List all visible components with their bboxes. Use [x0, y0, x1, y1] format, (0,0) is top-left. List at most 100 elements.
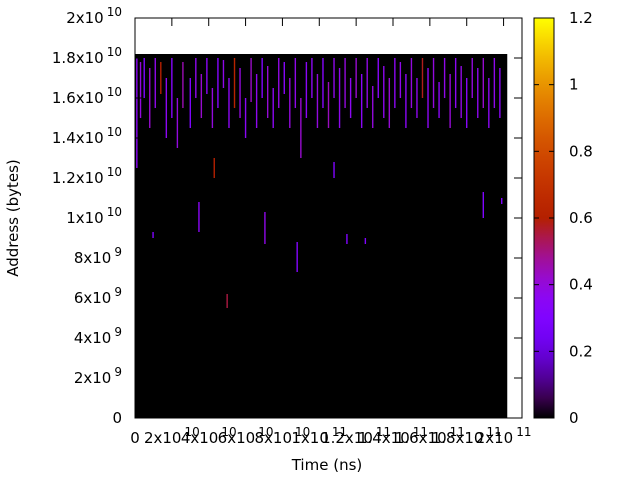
x-axis-label: Time (ns)	[291, 456, 363, 474]
heatmap-cell	[189, 78, 191, 128]
heatmap-cell	[143, 58, 145, 98]
y-tick-label-power: 9	[114, 325, 122, 339]
x-tick-label-power: 11	[516, 425, 531, 439]
heatmap-cell	[296, 242, 298, 272]
heatmap-cell	[165, 78, 168, 138]
y-tick-label-power: 10	[107, 45, 122, 59]
y-tick-label-power: 10	[107, 205, 122, 219]
heatmap-cell	[213, 158, 215, 178]
heatmap-cell	[305, 62, 308, 118]
heatmap-cell	[311, 58, 313, 98]
x-tick-label: 2x10 11	[476, 425, 532, 447]
y-tick-label-power: 10	[107, 165, 122, 179]
heatmap-cell	[226, 294, 228, 308]
heatmap-cell	[410, 58, 413, 108]
heatmap-cell	[255, 74, 258, 128]
heatmap-cell	[432, 58, 435, 108]
heatmap-cell	[466, 78, 468, 128]
x-tick-label-base: 1.8x10	[432, 429, 484, 447]
heatmap-cell	[139, 62, 142, 118]
y-tick-label-power: 10	[107, 5, 122, 19]
heatmap-cell	[501, 198, 503, 204]
heatmap-cell	[482, 58, 484, 108]
heatmap-cell	[200, 74, 203, 118]
heatmap-cell	[239, 68, 241, 118]
y-tick-label-base: 2x10	[66, 9, 104, 27]
y-tick-label-power: 9	[114, 245, 122, 259]
heatmap-cell	[377, 58, 379, 98]
heatmap-cell	[316, 74, 319, 128]
heatmap-cell	[355, 58, 357, 98]
x-tick-label-base: 2x10	[144, 429, 182, 447]
heatmap-cell	[261, 58, 263, 98]
y-tick-label-power: 10	[107, 125, 122, 139]
heatmap-cell	[327, 82, 330, 128]
y-tick-label: 1x10 10	[66, 205, 122, 227]
heatmap-cell	[416, 78, 418, 118]
x-tick-label-power: 10	[221, 425, 236, 439]
x-tick-label-power: 10	[184, 425, 199, 439]
heatmap-cell	[346, 234, 348, 244]
heatmap-cell	[477, 68, 479, 118]
y-tick-label-power: 10	[107, 85, 122, 99]
heatmap-cell	[360, 74, 363, 128]
heatmap-cell	[344, 58, 346, 108]
heatmap-cell	[154, 58, 156, 108]
heatmap-cell	[488, 78, 490, 128]
heatmap-cell	[388, 78, 391, 128]
y-tick-label-base: 1.6x10	[52, 89, 104, 107]
heatmap-cell	[349, 78, 352, 118]
y-tick-label-base: 8x10	[74, 249, 112, 267]
y-tick-label-base: 1x10	[66, 209, 104, 227]
heatmap-cell	[264, 212, 266, 244]
x-tick-label: 0	[130, 429, 140, 447]
heatmap-cell	[366, 58, 368, 108]
heatmap-cell	[333, 162, 335, 178]
heatmap-cell	[427, 68, 429, 128]
x-tick-label-power: 11	[376, 425, 391, 439]
x-tick-label: 1.6x10 11	[395, 425, 465, 447]
x-tick-label: 1.2x10 11	[321, 425, 391, 447]
heatmap-cell	[399, 62, 402, 98]
heatmap-cell	[499, 68, 501, 118]
x-tick-label: 1x10 11	[291, 425, 347, 447]
y-tick-label: 1.8x10 10	[52, 45, 122, 67]
colorbar-tick-label: 0.6	[569, 209, 593, 227]
x-tick-label-power: 11	[332, 425, 347, 439]
heatmap-cell	[152, 232, 154, 238]
heatmap-cell	[471, 58, 473, 98]
x-tick-label: 1.8x10 11	[432, 425, 502, 447]
heatmap-cell	[333, 58, 335, 98]
heatmap-cell	[394, 58, 396, 108]
heatmap-cell	[176, 98, 179, 148]
x-tick-label-power: 11	[486, 425, 501, 439]
y-tick-label: 1.2x10 10	[52, 165, 122, 187]
heatmap-field	[135, 54, 508, 418]
colorbar-tick-label: 0.2	[569, 342, 593, 360]
heatmap-cell	[372, 86, 374, 128]
x-tick-label-power: 11	[450, 425, 465, 439]
y-tick-label-base: 1.4x10	[52, 129, 104, 147]
heatmap-cell	[294, 58, 297, 108]
heatmap-cell	[266, 66, 269, 118]
heatmap-cell	[449, 74, 451, 128]
colorbar-tick-label: 0	[569, 409, 579, 427]
y-tick-label-power: 9	[114, 365, 122, 379]
x-tick-label-power: 10	[258, 425, 273, 439]
heatmap-cell	[222, 60, 225, 88]
heatmap-cell	[250, 58, 252, 102]
heatmap-cell	[195, 58, 197, 98]
heatmap-cell	[338, 68, 341, 128]
heatmap-cell	[322, 58, 324, 108]
x-tick-label-base: 8x10	[255, 429, 293, 447]
y-tick-label: 1.6x10 10	[52, 85, 122, 107]
y-tick-label: 1.4x10 10	[52, 125, 122, 147]
x-tick-label: 6x10 10	[218, 425, 274, 447]
x-tick-label: 1.4x10 11	[358, 425, 428, 447]
heatmap-cell	[493, 58, 496, 108]
heatmap-cell	[421, 58, 424, 98]
colorbar-tick-label: 1	[569, 76, 579, 94]
y-axis-label: Address (bytes)	[4, 159, 22, 277]
x-tick-label: 8x10 10	[255, 425, 311, 447]
x-tick-label: 4x10 10	[181, 425, 237, 447]
